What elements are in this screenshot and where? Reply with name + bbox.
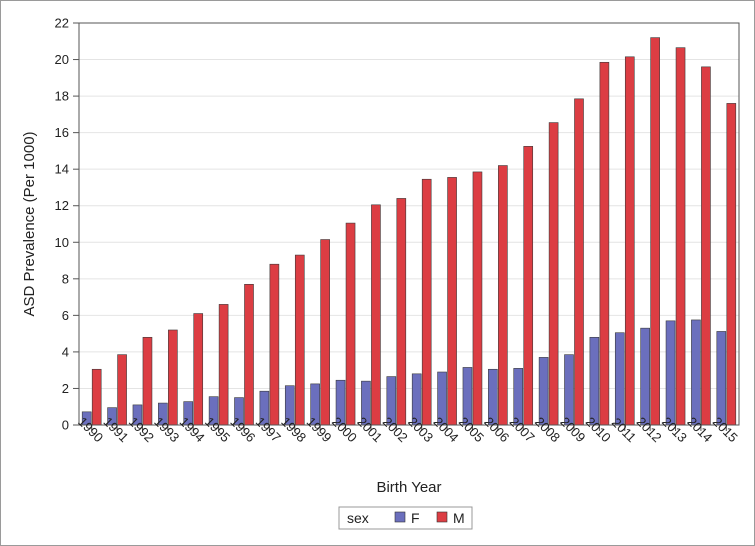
y-tick-label-16: 16 (55, 125, 69, 140)
y-tick-label-8: 8 (62, 271, 69, 286)
x-tick-label-1990: 1990 (75, 414, 106, 445)
y-tick-label-2: 2 (62, 381, 69, 396)
x-tick-label-1996: 1996 (227, 414, 258, 445)
legend-title: sex (347, 510, 369, 526)
x-tick-label-2005: 2005 (456, 414, 487, 445)
bar-m-1999 (320, 239, 330, 426)
bar-m-2009 (574, 98, 584, 426)
bar-m-2008 (548, 122, 559, 426)
x-tick-label-2001: 2001 (354, 414, 385, 445)
y-tick-label-12: 12 (55, 198, 69, 213)
bar-m-1991 (117, 354, 127, 426)
x-tick-label-2000: 2000 (329, 414, 360, 445)
y-axis-ticks: 0 2 4 6 8 10 12 14 16 18 20 22 (55, 16, 79, 433)
y-tick-label-14: 14 (55, 162, 69, 177)
legend-swatch-m (436, 511, 448, 523)
x-tick-label-1992: 1992 (126, 414, 157, 445)
bar-f-2014 (691, 319, 701, 426)
y-tick-label-22: 22 (55, 16, 69, 31)
x-tick-label-1993: 1993 (151, 414, 182, 445)
y-tick-label-18: 18 (55, 89, 69, 104)
bar-m-1990 (91, 368, 102, 426)
x-tick-label-1994: 1994 (177, 414, 208, 445)
legend-swatch-f (394, 511, 406, 523)
bar-m-1998 (294, 254, 305, 426)
bar-f-2011 (614, 332, 625, 426)
x-tick-label-2013: 2013 (659, 414, 690, 445)
y-tick-label-10: 10 (55, 235, 69, 250)
bar-m-1993 (168, 329, 178, 426)
bar-m-2006 (498, 165, 508, 426)
bar-m-1995 (218, 304, 229, 426)
x-tick-label-2014: 2014 (684, 414, 715, 445)
x-tick-label-2012: 2012 (634, 414, 665, 445)
legend-label-f: F (411, 510, 420, 526)
gridlines (79, 22, 739, 426)
bars (81, 37, 737, 426)
x-tick-label-2007: 2007 (507, 414, 538, 445)
x-tick-label-2003: 2003 (405, 414, 436, 445)
bar-m-2011 (624, 56, 635, 426)
x-tick-label-2010: 2010 (583, 414, 614, 445)
x-tick-label-2004: 2004 (431, 414, 462, 445)
y-axis-title: ASD Prevalence (Per 1000) (21, 131, 38, 316)
x-tick-label-2011: 2011 (609, 415, 639, 445)
bar-m-2015 (726, 103, 737, 426)
bar-m-2012 (650, 37, 660, 426)
bar-m-2007 (523, 146, 534, 426)
y-tick-label-6: 6 (62, 308, 69, 323)
x-tick-label-1998: 1998 (278, 414, 309, 445)
y-tick-label-4: 4 (62, 344, 69, 359)
bar-m-2000 (345, 222, 356, 426)
x-tick-label-2002: 2002 (380, 414, 411, 445)
bar-f-2012 (640, 327, 650, 426)
y-tick-label-20: 20 (55, 52, 69, 67)
legend: sex F M (338, 506, 473, 530)
bar-m-2014 (701, 66, 711, 426)
x-tick-label-2009: 2009 (557, 414, 588, 445)
bar-m-2001 (371, 204, 381, 426)
x-tick-label-1991: 1991 (101, 414, 132, 445)
x-tick-label-2006: 2006 (481, 414, 512, 445)
bar-m-1994 (193, 313, 204, 426)
bar-m-2010 (599, 61, 610, 426)
bar-m-2004 (447, 177, 457, 426)
plot-area-border (78, 22, 740, 426)
x-tick-label-1995: 1995 (202, 414, 233, 445)
bar-m-1992 (142, 336, 153, 426)
x-tick-label-1999: 1999 (304, 414, 335, 445)
x-tick-label-1997: 1997 (253, 414, 284, 445)
x-tick-label-2008: 2008 (532, 414, 563, 445)
bar-m-1996 (244, 283, 254, 426)
bar-m-1997 (269, 263, 280, 426)
x-tick-label-2015: 2015 (710, 414, 741, 445)
bar-m-2002 (396, 198, 407, 426)
bar-m-2005 (472, 171, 483, 426)
y-tick-label-0: 0 (62, 418, 69, 433)
bar-f-2013 (665, 320, 676, 426)
bar-m-2013 (675, 47, 686, 426)
bar-f-2010 (589, 336, 600, 426)
x-axis-title: Birth Year (376, 479, 441, 496)
bar-m-2003 (421, 178, 432, 426)
bar-f-2015 (716, 331, 727, 426)
legend-label-m: M (453, 510, 465, 526)
